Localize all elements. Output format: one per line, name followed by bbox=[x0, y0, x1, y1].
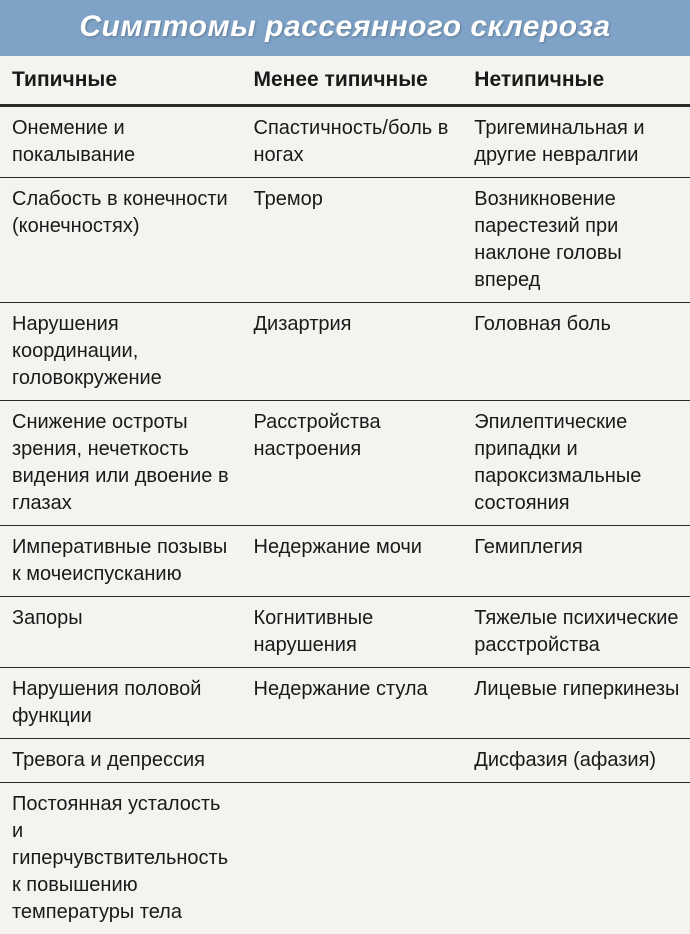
cell bbox=[242, 739, 463, 783]
cell: Дизартрия bbox=[242, 303, 463, 401]
cell: Слабость в конечности (конечностях) bbox=[0, 178, 242, 303]
cell: Тревога и депрессия bbox=[0, 739, 242, 783]
cell: Нарушения половой функции bbox=[0, 668, 242, 739]
cell: Дисфазия (афазия) bbox=[462, 739, 690, 783]
cell: Нарушения координации, головокружение bbox=[0, 303, 242, 401]
symptoms-table: Типичные Менее типичные Нетипичные Онеме… bbox=[0, 56, 690, 934]
col-header-typical: Типичные bbox=[0, 56, 242, 106]
cell bbox=[242, 783, 463, 934]
cell: Онемение и покалывание bbox=[0, 106, 242, 178]
cell: Тригеминальная и другие невралгии bbox=[462, 106, 690, 178]
table-row: Тревога и депрессия Дисфазия (афазия) bbox=[0, 739, 690, 783]
cell: Недержание мочи bbox=[242, 526, 463, 597]
cell: Недержание стула bbox=[242, 668, 463, 739]
page: Симптомы рассеянного склероза Типичные М… bbox=[0, 0, 690, 934]
cell: Снижение остроты зрения, нечеткость виде… bbox=[0, 401, 242, 526]
table-row: Онемение и покалывание Спастичность/боль… bbox=[0, 106, 690, 178]
cell: Тяжелые психические расстройства bbox=[462, 597, 690, 668]
cell bbox=[462, 783, 690, 934]
cell: Тремор bbox=[242, 178, 463, 303]
page-title: Симптомы рассеянного склероза bbox=[0, 0, 690, 56]
cell: Расстройства настроения bbox=[242, 401, 463, 526]
table-row: Снижение остроты зрения, нечеткость виде… bbox=[0, 401, 690, 526]
table-row: Нарушения половой функции Недержание сту… bbox=[0, 668, 690, 739]
cell: Спастичность/боль в ногах bbox=[242, 106, 463, 178]
cell: Возникновение парестезий при наклоне гол… bbox=[462, 178, 690, 303]
col-header-less: Менее типичные bbox=[242, 56, 463, 106]
cell: Когнитивные нарушения bbox=[242, 597, 463, 668]
cell: Постоянная усталость и гиперчувствительн… bbox=[0, 783, 242, 934]
cell: Головная боль bbox=[462, 303, 690, 401]
table-row: Слабость в конечности (конечностях) Трем… bbox=[0, 178, 690, 303]
col-header-atypical: Нетипичные bbox=[462, 56, 690, 106]
cell: Лицевые гиперкинезы bbox=[462, 668, 690, 739]
cell: Гемиплегия bbox=[462, 526, 690, 597]
table-row: Нарушения координации, головокружение Ди… bbox=[0, 303, 690, 401]
table-row: Императивные позывы к мочеиспусканию Нед… bbox=[0, 526, 690, 597]
table-header-row: Типичные Менее типичные Нетипичные bbox=[0, 56, 690, 106]
table-row: Запоры Когнитивные нарушения Тяжелые пси… bbox=[0, 597, 690, 668]
cell: Эпилептические припадки и пароксизмальны… bbox=[462, 401, 690, 526]
table-row: Постоянная усталость и гиперчувствительн… bbox=[0, 783, 690, 934]
cell: Запоры bbox=[0, 597, 242, 668]
cell: Императивные позывы к мочеиспусканию bbox=[0, 526, 242, 597]
